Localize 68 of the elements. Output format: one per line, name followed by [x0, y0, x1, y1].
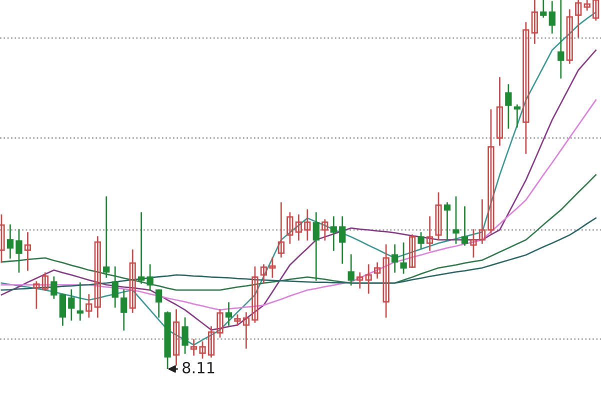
candlestick — [391, 244, 398, 273]
candlestick — [68, 289, 75, 321]
candlestick — [208, 326, 215, 358]
candlestick — [42, 272, 49, 291]
candlestick — [103, 196, 110, 278]
candlestick — [348, 254, 354, 286]
candlestick — [575, 0, 582, 38]
candlestick — [146, 264, 154, 291]
candlestick — [374, 262, 381, 279]
candlestick — [304, 209, 311, 241]
candlestick — [269, 257, 276, 278]
candlestick — [365, 264, 372, 294]
candlestick — [312, 212, 320, 281]
candlestick — [461, 206, 468, 246]
candlestick — [120, 289, 128, 331]
candlestick — [172, 309, 180, 366]
candlestick — [190, 339, 198, 356]
candlestick — [182, 317, 188, 354]
candlestick — [86, 294, 92, 318]
candlestick — [112, 266, 118, 308]
candlestick — [558, 0, 564, 79]
candlestick — [322, 219, 328, 241]
candlestick — [6, 224, 14, 259]
candlestick — [548, 1, 556, 34]
candlestick — [566, 9, 573, 64]
candlestick — [50, 276, 58, 299]
candlestick — [234, 314, 241, 326]
candlestick — [339, 216, 346, 264]
candlestick — [408, 234, 416, 268]
candlestick — [496, 77, 504, 146]
candlestick — [584, 0, 590, 11]
candlestick — [295, 214, 302, 241]
candlestick — [478, 199, 486, 244]
candlestick — [356, 272, 364, 289]
candlestick — [540, 0, 547, 18]
candlestick — [286, 212, 294, 244]
candlestick — [488, 109, 494, 234]
candlestick — [24, 232, 32, 271]
candlestick — [452, 196, 460, 244]
candlestick — [418, 232, 424, 249]
candlestick — [138, 212, 145, 284]
candlestick — [435, 192, 442, 241]
candlestick — [199, 341, 206, 359]
candlestick — [382, 244, 390, 318]
candlestick — [531, 0, 538, 44]
candlestick — [225, 302, 232, 326]
candlestick — [16, 229, 22, 273]
candlestick — [505, 84, 512, 129]
candlestick — [59, 293, 66, 326]
candlestick — [242, 312, 250, 349]
candlestick — [216, 309, 224, 338]
candlestick — [522, 22, 530, 154]
candlestick — [592, 0, 600, 21]
annotation: 8.11 — [182, 362, 214, 374]
candlestick — [252, 266, 258, 323]
candlestick — [33, 281, 40, 309]
candlestick — [330, 216, 337, 251]
candlestick — [129, 249, 136, 313]
candlestick — [76, 282, 84, 321]
candlestick — [400, 242, 407, 274]
candlestick — [260, 264, 268, 284]
candlestick — [444, 202, 451, 241]
candlestick — [156, 289, 162, 318]
candlestick — [470, 229, 477, 258]
candlestick — [426, 216, 434, 251]
candlestick — [94, 236, 101, 318]
candlestick — [278, 202, 284, 258]
candlestick — [514, 104, 520, 128]
